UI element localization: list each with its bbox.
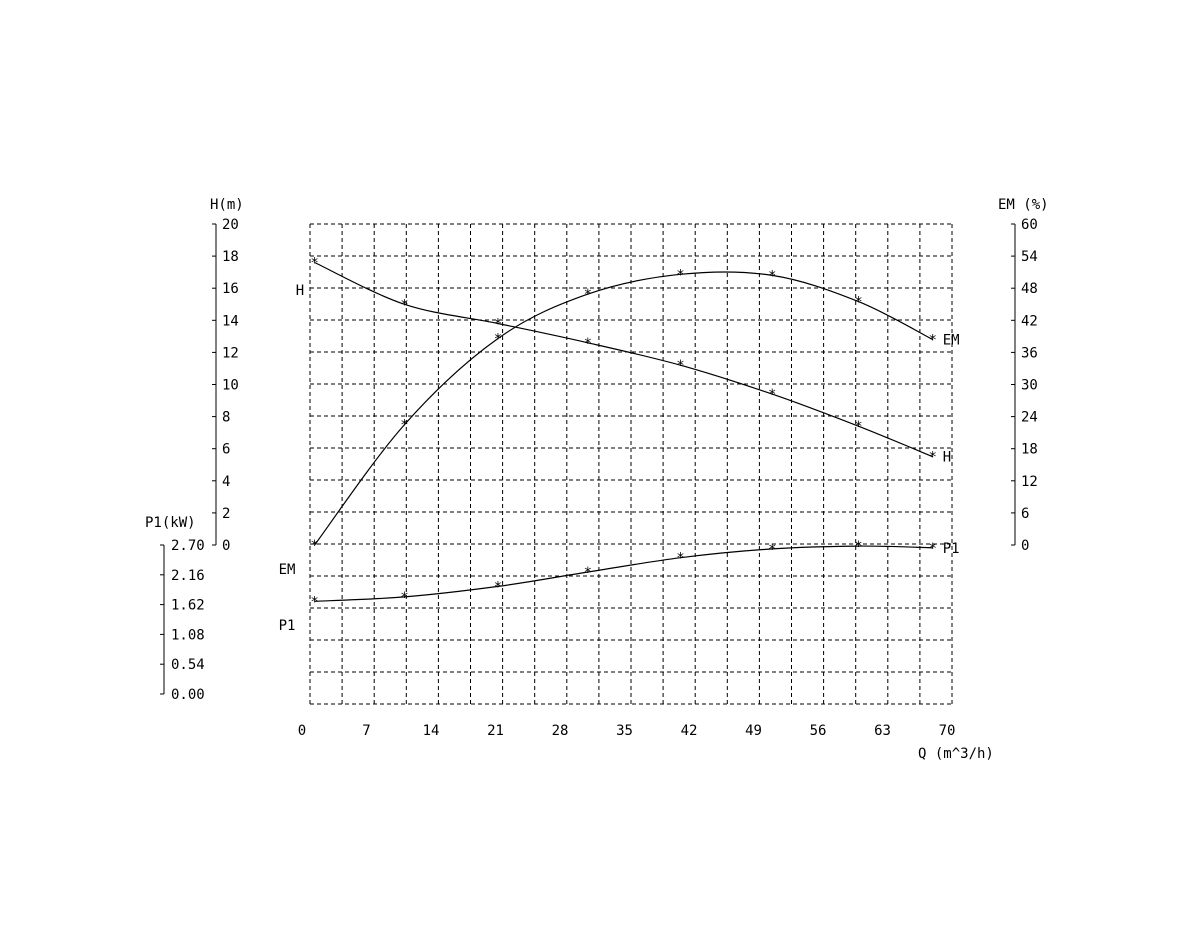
em-tick-label: 24 (1021, 410, 1038, 426)
h-point: * (494, 317, 502, 333)
h-tick-label: 16 (222, 281, 239, 297)
p1-point: * (854, 539, 862, 555)
x-axis-label: Q (m^3/h) (918, 746, 994, 762)
p1-start-label: P1 (279, 618, 296, 634)
p1-point: * (676, 551, 684, 567)
x-tick-label: 35 (616, 723, 633, 739)
x-tick-label: 7 (362, 723, 370, 739)
p1-point: * (584, 565, 592, 581)
p1-tick-label: 2.16 (171, 568, 205, 584)
p1-tick-label: 0.00 (171, 687, 205, 703)
h-tick-label: 12 (222, 345, 239, 361)
markers: ************* **** ***** * * (310, 256, 937, 611)
em-point: * (929, 333, 937, 349)
h-point: * (854, 419, 862, 435)
x-tick-label: 49 (745, 723, 762, 739)
h-end-label: H (943, 450, 951, 466)
x-tick-label: 42 (681, 723, 698, 739)
em-point: * (854, 295, 862, 311)
p1-point: * (494, 579, 502, 595)
h-tick-label: 18 (222, 249, 239, 265)
h-tick-label: 0 (222, 538, 230, 554)
x-tick-label: 21 (487, 723, 504, 739)
p1-end-label: P1 (943, 541, 960, 557)
x-tick-label: 56 (810, 723, 827, 739)
h-point: * (768, 387, 776, 403)
em-end-label: EM (943, 333, 960, 349)
em-tick-label: 6 (1021, 506, 1029, 522)
em-point: * (494, 331, 502, 347)
p1-point: * (929, 541, 937, 557)
grid (309, 223, 953, 705)
h-tick-label: 8 (222, 410, 230, 426)
h-point: * (584, 336, 592, 352)
em-tick-label: 36 (1021, 345, 1038, 361)
x-tick-label: 0 (298, 723, 306, 739)
em-point: * (768, 268, 776, 284)
x-tick-label: 63 (874, 723, 891, 739)
h-tick-label: 6 (222, 442, 230, 458)
h-tick-label: 10 (222, 378, 239, 394)
em-tick-label: 42 (1021, 313, 1038, 329)
x-tick-label: 14 (423, 723, 440, 739)
h-tick-label: 14 (222, 313, 239, 329)
p1-point: * (400, 590, 408, 606)
h-start-label: H (296, 283, 304, 299)
p1-tick-label: 1.08 (171, 627, 205, 643)
em-tick-label: 60 (1021, 217, 1038, 233)
em-axis-label: EM (%) (998, 197, 1049, 213)
x-tick-label: 70 (939, 723, 956, 739)
p1-tick-label: 0.54 (171, 657, 205, 673)
h-tick-label: 4 (222, 474, 230, 490)
x-tick-label: 28 (552, 723, 569, 739)
em-point: * (310, 538, 318, 554)
h-axis-label: H(m) (210, 197, 244, 213)
labels: H H EM EM P1 P1 (279, 283, 960, 634)
em-point: * (400, 418, 408, 434)
h-point: * (676, 358, 684, 374)
em-point: * (676, 267, 684, 283)
p1-tick-label: 2.70 (171, 538, 205, 554)
em-point: * (584, 287, 592, 303)
em-tick-label: 18 (1021, 442, 1038, 458)
h-point: * (400, 297, 408, 313)
h-tick-label: 20 (222, 217, 239, 233)
axes: 0 7 14 21 28 35 42 49 56 63 70Q (m^3/h)02468101214… (145, 197, 1049, 762)
h-curve (314, 261, 933, 458)
em-start-label: EM (279, 562, 296, 578)
em-tick-label: 12 (1021, 474, 1038, 490)
p1-curve (314, 545, 933, 602)
p1-point: * (768, 542, 776, 558)
em-tick-label: 48 (1021, 281, 1038, 297)
p1-point: * (310, 594, 318, 610)
h-tick-label: 2 (222, 506, 230, 522)
em-tick-label: 54 (1021, 249, 1038, 265)
p1-tick-label: 1.62 (171, 598, 205, 614)
em-tick-label: 30 (1021, 378, 1038, 394)
p1-axis-label: P1(kW) (145, 515, 196, 531)
series (314, 261, 933, 602)
h-point: * (929, 450, 937, 466)
h-point: * (310, 256, 318, 272)
em-curve (314, 271, 933, 546)
em-tick-label: 0 (1021, 538, 1029, 554)
